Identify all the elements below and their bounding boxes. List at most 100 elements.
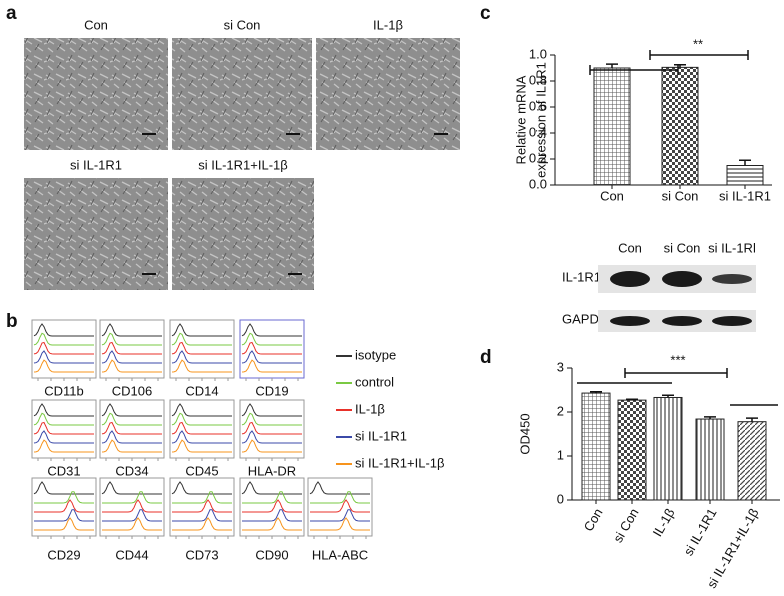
histogram-trace [171, 430, 232, 444]
histogram-trace [172, 517, 232, 531]
histogram-trace [242, 517, 302, 531]
y-axis-label: OD450 [517, 413, 532, 454]
histogram-box [31, 319, 97, 379]
histogram-trace [102, 509, 162, 522]
histogram-box [169, 319, 235, 379]
blot-row-label: GAPDH [562, 311, 608, 326]
histogram-trace [33, 323, 94, 337]
blot-band [712, 274, 752, 284]
histogram-trace [101, 430, 162, 444]
histogram-trace [101, 341, 162, 355]
y-tick-label: 1 [557, 447, 564, 462]
histogram-trace [310, 499, 370, 513]
y-tick-label: 0.0 [529, 176, 547, 191]
bar [593, 67, 631, 186]
bar [653, 396, 683, 501]
y-tick-label: 0.6 [529, 98, 547, 113]
histogram-trace [171, 323, 232, 337]
content: Con si Con IL-1β si IL-1R1 si IL-1R1+IL-1β CD… [24, 17, 780, 591]
histogram-trace [101, 421, 162, 435]
bar [737, 421, 767, 501]
histogram-trace [102, 517, 162, 531]
x-tick-label: si Con [662, 188, 699, 203]
bar [581, 392, 611, 501]
histogram-trace [172, 499, 232, 513]
histogram-box [239, 399, 305, 459]
histogram-trace [171, 341, 232, 355]
lane-label: si IL-1Rl [708, 240, 756, 255]
histogram-trace [241, 323, 302, 337]
histogram-trace [241, 412, 302, 426]
blot-band [610, 316, 650, 326]
histogram-trace [33, 430, 94, 444]
histogram-trace [34, 517, 94, 531]
histogram-box [307, 477, 373, 537]
marker-label: CD106 [112, 383, 152, 398]
image-caption: si IL-1R1+IL-1β [198, 157, 288, 172]
histogram-box [239, 477, 305, 537]
histogram-trace [33, 481, 94, 495]
marker-label: HLA-ABC [312, 547, 368, 562]
marker-label: CD45 [185, 463, 218, 478]
histogram-trace [101, 359, 162, 373]
panel-label: a [6, 3, 17, 24]
marker-label: CD44 [115, 547, 148, 562]
y-tick-label: 0 [557, 491, 564, 506]
histogram-trace [241, 350, 302, 364]
legend-label: si IL-1R1+IL-1β [355, 455, 445, 470]
micrograph [24, 38, 168, 150]
histogram-trace [242, 491, 302, 504]
error-bar [704, 416, 716, 420]
histogram-trace [241, 332, 302, 346]
y-tick-label: 0.4 [529, 124, 547, 139]
x-tick-label: si IL-1R1 [719, 188, 771, 203]
histogram-trace [241, 439, 302, 453]
histogram-trace [172, 509, 232, 522]
histogram-trace [102, 499, 162, 513]
histogram-trace [101, 332, 162, 346]
histogram-trace [171, 403, 232, 417]
histogram-trace [241, 359, 302, 373]
histogram-trace [171, 359, 232, 373]
histogram-trace [172, 491, 232, 504]
y-tick-label: 0.8 [529, 72, 547, 87]
x-tick-label: Con [581, 506, 606, 534]
marker-label: CD14 [185, 383, 218, 398]
histogram-box [31, 477, 97, 537]
bar [695, 418, 725, 501]
histogram-trace [241, 481, 302, 495]
significance-label: ** [693, 36, 703, 51]
histogram-trace [101, 350, 162, 364]
significance-label: *** [670, 352, 685, 367]
histogram-trace [171, 412, 232, 426]
error-bar [739, 159, 751, 166]
legend-label: control [355, 374, 394, 389]
histogram-trace [33, 332, 94, 346]
histogram-trace [241, 430, 302, 444]
histogram-trace [101, 439, 162, 453]
y-axis-label: Relative mRNA [513, 75, 528, 164]
histogram-trace [33, 421, 94, 435]
micrograph [316, 38, 460, 150]
histogram-trace [33, 350, 94, 364]
histogram-trace [102, 491, 162, 504]
histogram-trace [241, 421, 302, 435]
histogram-box [31, 399, 97, 459]
marker-label: CD90 [255, 547, 288, 562]
error-bar [746, 417, 758, 422]
marker-label: HLA-DR [248, 463, 296, 478]
y-tick-label: 3 [557, 359, 564, 374]
histogram-trace [34, 509, 94, 522]
histogram-trace [171, 332, 232, 346]
x-tick-label: IL-1β [650, 506, 678, 539]
significance-bracket [649, 50, 749, 60]
histogram-trace [310, 509, 370, 522]
marker-label: CD31 [47, 463, 80, 478]
micrograph [24, 178, 168, 290]
blot-band [712, 316, 752, 326]
x-tick-label: Con [600, 188, 624, 203]
error-bar [674, 64, 686, 68]
histogram-trace [171, 350, 232, 364]
histogram-box [239, 319, 305, 379]
